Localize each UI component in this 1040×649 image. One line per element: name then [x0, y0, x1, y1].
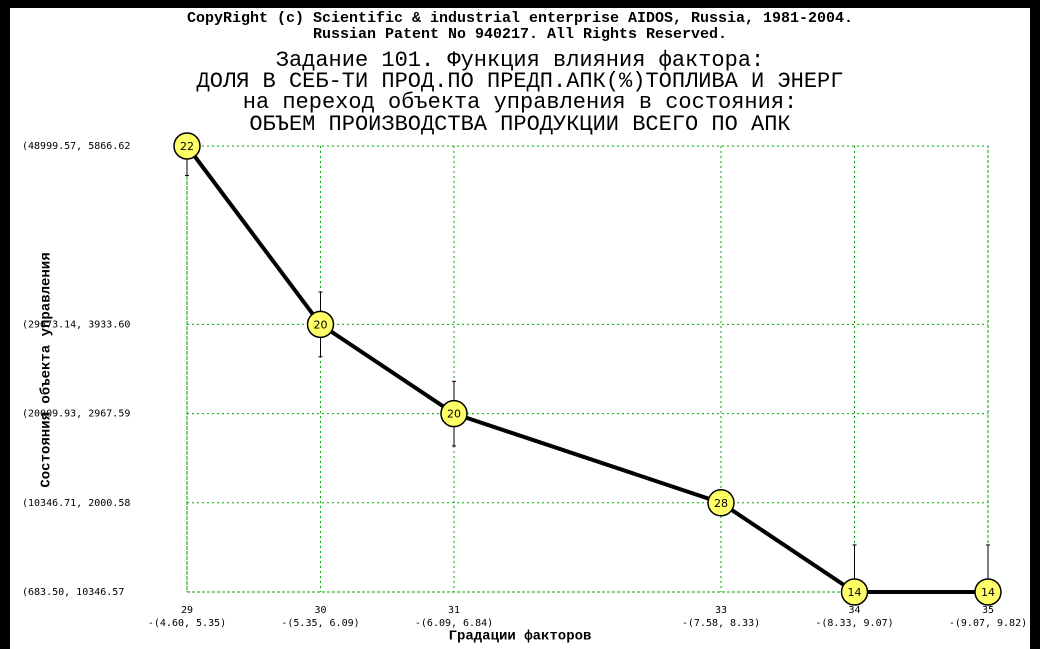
point-label: 22 [180, 140, 194, 153]
point [974, 578, 1002, 606]
copyright: CopyRight (c) Scientific & industrial en… [187, 10, 853, 27]
x-tick-sublabel: -(9.07, 9.82) [949, 618, 1027, 629]
chart-title: Задание 101. Функция влияния фактора: [276, 48, 764, 73]
point [707, 489, 735, 517]
x-tick-label: 33 [715, 605, 727, 616]
point-label: 14 [848, 586, 862, 599]
x-tick-label: 34 [848, 605, 860, 616]
x-tick-sublabel: -(6.09, 6.84) [415, 618, 493, 629]
chart-title: ОБЪЕМ ПРОИЗВОДСТВА ПРОДУКЦИИ ВСЕГО ПО АП… [249, 112, 790, 137]
point [440, 399, 468, 428]
x-tick-sublabel: -(8.33, 9.07) [815, 618, 893, 629]
canvas [10, 8, 1030, 649]
x-tick-label: 35 [982, 605, 994, 616]
y-tick-label: (48999.57, 5866.62 [22, 141, 130, 152]
line [185, 144, 988, 594]
chart-title: на переход объекта управления в состояни… [243, 90, 798, 115]
point [306, 310, 335, 339]
copyright: Russian Patent No 940217. All Rights Res… [313, 26, 727, 43]
x-tick-sublabel: -(5.35, 6.09) [281, 618, 359, 629]
x-axis-label: Градации факторов [449, 629, 592, 645]
x-tick-label: 31 [448, 605, 460, 616]
x-tick-label: 29 [181, 605, 193, 616]
point [173, 132, 201, 160]
y-tick-label: (683.50, 10346.57 [22, 587, 124, 598]
y-tick-label: (20009.93, 2967.59 [22, 409, 130, 420]
point-label: 20 [447, 408, 461, 421]
y-tick-label: (29673.14, 3933.60 [22, 319, 130, 330]
point [840, 578, 869, 606]
y-tick-label: (10346.71, 2000.58 [22, 498, 130, 509]
chart-title: ДОЛЯ В СЕБ-ТИ ПРОД.ПО ПРЕДП.АПК(%)ТОПЛИВ… [197, 69, 844, 94]
y-axis-label: Состояния объекта управления [39, 252, 55, 487]
x-tick-sublabel: -(4.60, 5.35) [148, 618, 226, 629]
point-label: 20 [314, 318, 328, 331]
point-label: 14 [981, 586, 995, 599]
point-label: 28 [714, 497, 728, 510]
x-tick-sublabel: -(7.58, 8.33) [682, 618, 760, 629]
x-tick-label: 30 [314, 605, 326, 616]
